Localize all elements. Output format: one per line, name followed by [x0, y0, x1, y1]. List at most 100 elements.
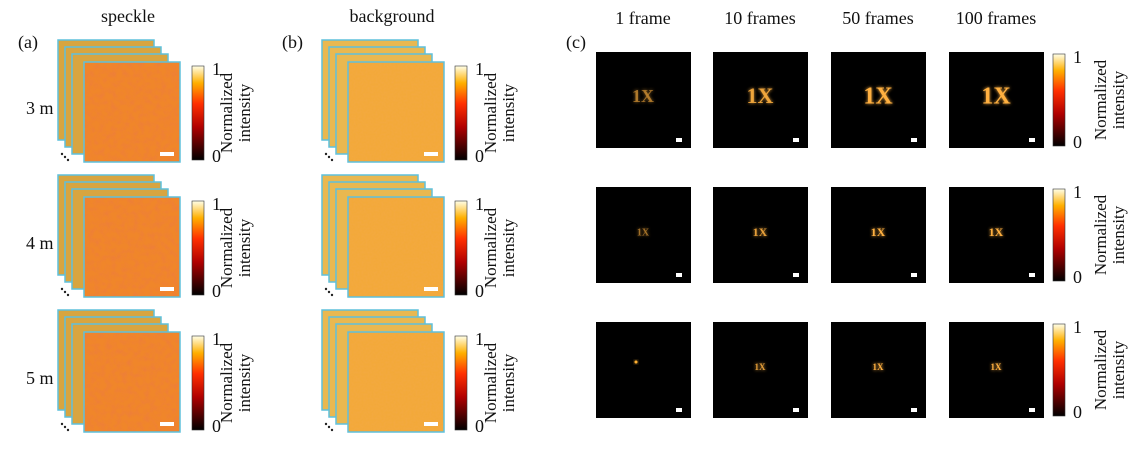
scale-bar	[911, 408, 917, 412]
target-text: 1X	[991, 362, 1003, 372]
ellipsis-dot	[64, 426, 66, 428]
reconstruction	[596, 322, 691, 418]
scale-bar	[676, 273, 682, 277]
image-texture	[348, 197, 444, 297]
ellipsis-dot	[328, 291, 330, 293]
colorbar-min: 0	[1073, 402, 1082, 422]
ellipsis-dot	[61, 423, 63, 425]
scale-bar	[1029, 138, 1035, 142]
ellipsis-dot	[325, 288, 327, 290]
scale-bar	[911, 273, 917, 277]
colorbar-label: intensity	[499, 218, 518, 277]
image-texture	[84, 197, 180, 297]
scale-bar	[1029, 273, 1035, 277]
image-stack	[58, 310, 180, 432]
scale-bar	[676, 408, 682, 412]
colorbar-label: intensity	[235, 353, 254, 412]
colorbar-min: 0	[1073, 132, 1082, 152]
target-text: 1X	[863, 84, 893, 110]
image-stack	[322, 40, 444, 162]
colorbar	[1053, 324, 1065, 416]
colorbar-label: Normalized	[217, 207, 236, 288]
image-stack	[322, 175, 444, 297]
column-title: 10 frames	[724, 8, 795, 28]
colorbar-min: 0	[1073, 267, 1082, 287]
image-stack	[58, 40, 180, 162]
ellipsis-dot	[61, 288, 63, 290]
colorbar-label: intensity	[499, 353, 518, 412]
ellipsis-dot	[331, 294, 333, 296]
row-label: 5 m	[26, 368, 54, 388]
target-text: 1X	[755, 362, 767, 372]
target-text: 1X	[747, 83, 774, 108]
colorbar-label: Normalized	[1091, 194, 1110, 275]
scale-bar	[793, 408, 799, 412]
colorbar	[455, 201, 467, 295]
colorbar-label: intensity	[235, 83, 254, 142]
ellipsis-dot	[67, 429, 69, 431]
scale-bar	[424, 287, 438, 291]
image-texture	[84, 62, 180, 162]
colorbar	[455, 66, 467, 160]
ellipsis-dot	[64, 291, 66, 293]
colorbar-label: intensity	[499, 83, 518, 142]
target-text: 1X	[873, 362, 885, 372]
scale-bar	[160, 287, 174, 291]
column-title: 100 frames	[956, 8, 1036, 28]
ellipsis-dot	[64, 156, 66, 158]
colorbar-max: 1	[1073, 182, 1082, 202]
colorbar-label: Normalized	[1091, 59, 1110, 140]
target-text: 1X	[989, 225, 1004, 239]
target-text: 1X	[632, 86, 654, 106]
ellipsis-dot	[325, 153, 327, 155]
colorbar	[455, 336, 467, 430]
scale-bar	[424, 152, 438, 156]
scale-bar	[676, 138, 682, 142]
column-title: 50 frames	[842, 8, 913, 28]
ellipsis-dot	[67, 159, 69, 161]
colorbar-label: Normalized	[217, 72, 236, 153]
scale-bar	[160, 152, 174, 156]
panel-label: (b)	[282, 32, 303, 53]
colorbar	[1053, 54, 1065, 146]
ellipsis-dot	[61, 153, 63, 155]
page: {"panels": [{"label": "(a)", "title": "s…	[0, 0, 1132, 447]
column-title: 1 frame	[615, 8, 670, 28]
image-stack	[58, 175, 180, 297]
colorbar-label: intensity	[235, 218, 254, 277]
colorbar	[1053, 189, 1065, 281]
scale-bar	[424, 422, 438, 426]
colorbar-label: intensity	[1109, 70, 1128, 129]
colorbar	[192, 336, 204, 430]
panel-label: (c)	[566, 32, 586, 53]
colorbar-label: Normalized	[481, 207, 500, 288]
ellipsis-dot	[331, 429, 333, 431]
scale-bar	[793, 138, 799, 142]
column-title: speckle	[101, 6, 155, 26]
colorbar-label: Normalized	[217, 342, 236, 423]
colorbar	[192, 66, 204, 160]
colorbar	[192, 201, 204, 295]
ellipsis-dot	[331, 159, 333, 161]
target-text: 1X	[753, 225, 768, 239]
target-text: 1X	[871, 225, 886, 239]
colorbar-label: intensity	[1109, 205, 1128, 264]
ellipsis-dot	[67, 294, 69, 296]
target-text: 1X	[637, 227, 650, 238]
scale-bar	[911, 138, 917, 142]
column-title: background	[350, 6, 435, 26]
row-label: 4 m	[26, 233, 54, 253]
colorbar-max: 1	[1073, 47, 1082, 67]
image-texture	[348, 332, 444, 432]
colorbar-label: Normalized	[481, 72, 500, 153]
ellipsis-dot	[328, 156, 330, 158]
image-texture	[84, 332, 180, 432]
image-texture	[348, 62, 444, 162]
panel-label: (a)	[18, 32, 38, 53]
target-text: 1X	[981, 84, 1011, 110]
scale-bar	[160, 422, 174, 426]
image-stack	[322, 310, 444, 432]
colorbar-max: 1	[1073, 317, 1082, 337]
row-label: 3 m	[26, 98, 54, 118]
scale-bar	[1029, 408, 1035, 412]
